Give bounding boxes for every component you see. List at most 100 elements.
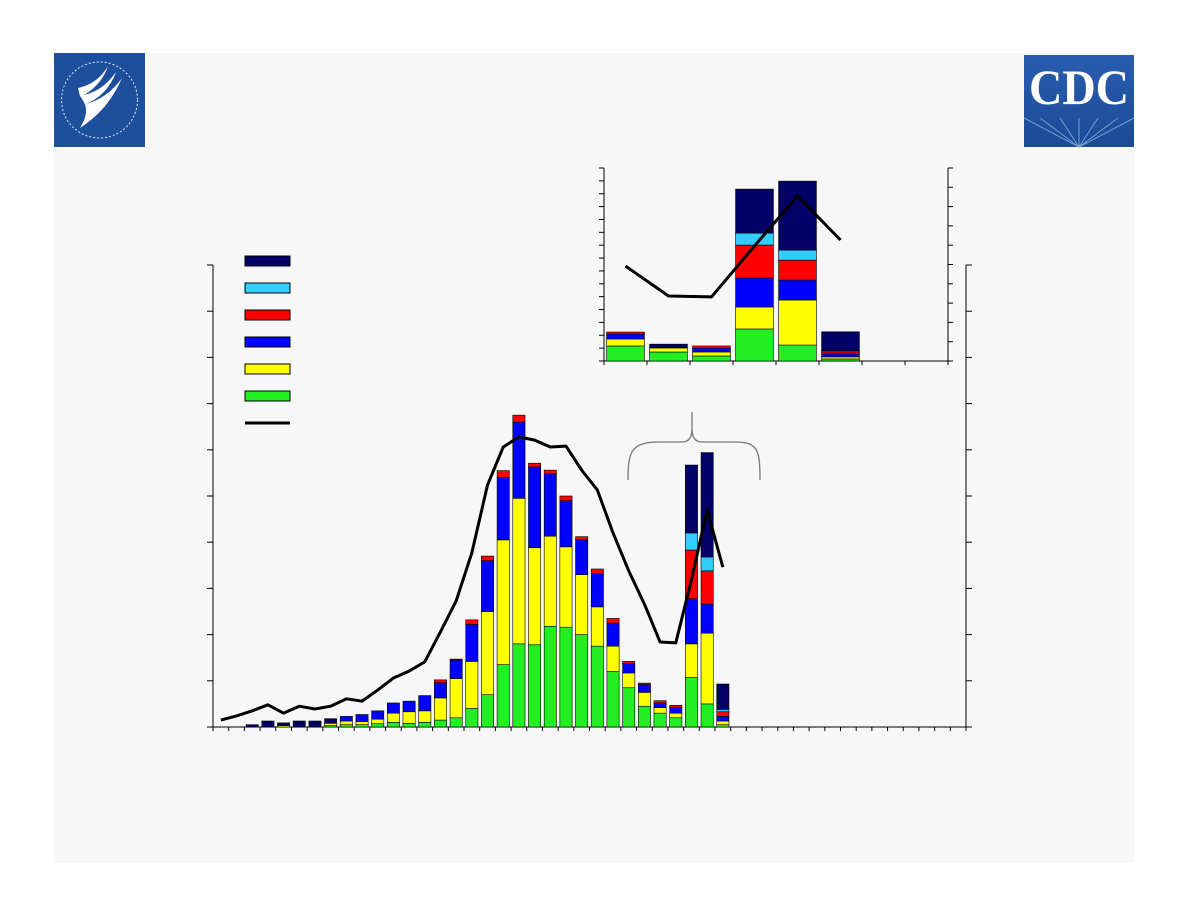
- bar-segment: [653, 702, 667, 708]
- bar-segment: [669, 704, 683, 708]
- bar-segment: [559, 495, 573, 501]
- bar-segment: [481, 611, 494, 695]
- bar-segment: [512, 421, 526, 499]
- line-series: [624, 194, 842, 299]
- legend-swatch: [244, 336, 291, 348]
- bar-segment: [512, 498, 526, 645]
- bar-segment: [622, 661, 636, 665]
- bar-segment: [700, 452, 714, 558]
- bar-segment: [692, 351, 731, 357]
- bar-segment: [606, 331, 645, 335]
- bar-segment: [371, 723, 385, 728]
- bar-segment: [543, 469, 557, 475]
- bar-segment: [575, 539, 589, 575]
- bar-segment: [606, 671, 620, 728]
- bar-segment: [575, 536, 589, 541]
- bar-segment: [606, 618, 620, 624]
- bar-segment: [700, 556, 714, 572]
- bar-segment: [649, 343, 688, 349]
- bar-segment: [606, 645, 620, 672]
- bar-segment: [292, 720, 306, 728]
- bar-segment: [590, 568, 604, 574]
- bar-segment: [339, 724, 353, 728]
- bar-segment: [355, 724, 369, 728]
- bar-segment: [653, 712, 667, 728]
- bar-segment: [434, 719, 447, 728]
- bar-segment: [821, 358, 860, 362]
- bar-segment: [653, 700, 667, 704]
- bar-segment: [543, 473, 557, 537]
- bar-segment: [778, 279, 817, 301]
- bar-segment: [418, 710, 432, 723]
- bar-segment: [669, 707, 683, 714]
- bar-segment: [649, 351, 688, 362]
- slide-background: [54, 53, 1134, 863]
- bar-segment: [543, 625, 557, 728]
- cdc-logo: CDC: [1023, 55, 1135, 148]
- bar-segment: [821, 351, 860, 355]
- bar-segment: [277, 722, 291, 726]
- hhs-logo: [54, 53, 145, 147]
- bar-segment: [692, 347, 731, 353]
- legend-swatch: [244, 309, 291, 321]
- bar-segment: [778, 180, 817, 251]
- bar-segment: [434, 697, 447, 721]
- bar-segment: [434, 679, 447, 683]
- bar-segment: [245, 724, 259, 728]
- bar-segment: [669, 717, 683, 728]
- bar-segment: [778, 299, 817, 346]
- bar-segment: [685, 532, 698, 551]
- bar-segment: [606, 333, 645, 340]
- bar-segment: [637, 684, 651, 693]
- bar-segment: [418, 722, 432, 728]
- bar-segment: [449, 678, 463, 719]
- bar-segment: [528, 547, 542, 646]
- bar-segment: [261, 720, 275, 728]
- bar-segment: [402, 700, 416, 713]
- bar-segment: [590, 606, 604, 647]
- bar-segment: [496, 664, 510, 728]
- bar-segment: [528, 644, 542, 728]
- bar-segment: [692, 345, 731, 349]
- bar-segment: [512, 643, 526, 728]
- bar-segment: [622, 663, 636, 674]
- bar-segment: [606, 338, 645, 347]
- bar-segment: [559, 500, 573, 548]
- bar-segment: [821, 356, 860, 360]
- bar-segment: [355, 714, 369, 722]
- bar-segment: [606, 622, 620, 647]
- bar-segment: [685, 464, 698, 534]
- bar-segment: [481, 555, 494, 561]
- bar-segment: [386, 702, 400, 714]
- bar-segment: [512, 414, 526, 423]
- bar-segment: [465, 661, 479, 709]
- bar-segment: [821, 331, 860, 352]
- bar-segment: [735, 306, 774, 330]
- bar-segment: [590, 573, 604, 608]
- bar-segment: [559, 626, 573, 728]
- bar-segment: [716, 720, 730, 725]
- bar-segment: [649, 347, 688, 353]
- bar-segment: [496, 539, 510, 665]
- legend-swatch: [244, 255, 291, 267]
- bar-segment: [449, 658, 463, 661]
- bar-segment: [637, 705, 651, 728]
- bar-segment: [700, 632, 714, 705]
- bar-segment: [324, 718, 338, 724]
- bar-segment: [465, 708, 479, 728]
- bar-segment: [481, 560, 494, 612]
- bar-segment: [606, 345, 645, 362]
- cdc-logo-text: CDC: [1029, 59, 1129, 115]
- bar-segment: [386, 722, 400, 728]
- bar-segment: [685, 598, 698, 645]
- bar-segment: [622, 687, 636, 728]
- bar-segment: [692, 355, 731, 362]
- bar-segment: [716, 716, 730, 722]
- bar-segment: [778, 344, 817, 362]
- bar-segment: [716, 724, 730, 728]
- bar-segment: [496, 477, 510, 541]
- bar-segment: [434, 682, 447, 699]
- bar-segment: [716, 683, 730, 710]
- bar-segment: [700, 703, 714, 728]
